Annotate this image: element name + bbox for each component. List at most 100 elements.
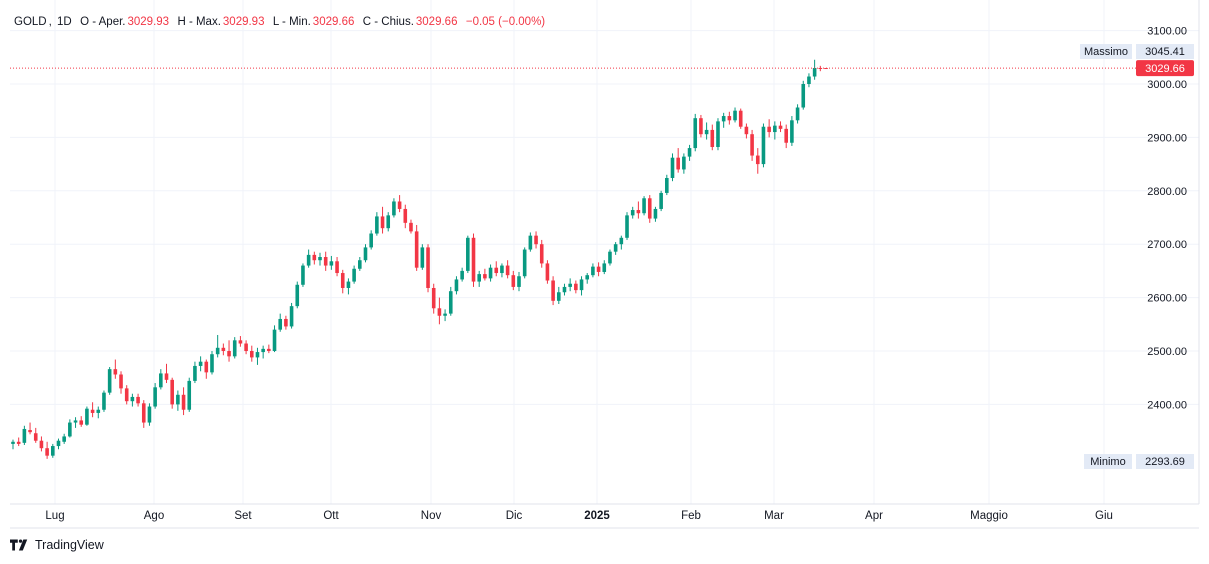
candle [45,441,49,459]
candle-body [738,110,743,127]
candle [676,148,680,173]
last-price-badge: 3029.66 [1136,60,1194,77]
candle-body [420,247,425,268]
candle [670,153,675,182]
candle-body [608,251,612,264]
candle-body [522,249,527,277]
candle [187,377,192,412]
candle [90,402,95,418]
candle-body [539,244,544,264]
candle [130,393,135,407]
candle [619,235,624,250]
high-value: 3029.93 [222,16,265,28]
candle [522,247,527,279]
time-tick-label: Mar [764,510,784,522]
candle-body [596,266,601,272]
candle [642,196,646,216]
candle-body [50,446,55,456]
candle [596,262,601,277]
tradingview-brand[interactable]: TradingView [10,538,104,552]
min-label: Minimo 2293.69 [1084,454,1194,469]
candle-body [147,406,152,423]
candle-body [11,441,15,444]
candle-body [710,129,715,148]
candle [340,269,345,294]
candle-body [267,348,271,351]
max-label-text: Massimo [1084,46,1128,58]
candle-body [62,436,66,442]
candle-body [198,361,203,366]
candle-body [113,369,118,375]
candle [102,390,106,412]
open-value: 3029.93 [127,16,170,28]
candle-body [289,306,294,327]
candle-body [312,254,317,261]
candle-body [306,254,311,266]
candle [579,276,584,296]
candle-body [687,148,692,157]
price-chart[interactable]: 2400.00 2500.00 2600.00 2700.00 2800.00 2900.… [0,0,1209,530]
symbol-name[interactable]: GOLD [14,16,47,28]
candle [329,255,334,270]
candle [528,232,533,252]
candle-body [124,388,129,402]
time-tick-label: Dic [506,510,523,522]
candle [716,118,720,151]
candle-body [790,120,794,143]
candle [193,361,197,384]
candle-body [568,283,572,287]
candle [568,278,572,292]
candle-body [346,281,351,288]
candle-body [403,208,408,223]
close-label: C - Chius. [362,16,414,28]
candle-body [301,265,305,285]
candle [710,124,715,151]
candle [261,345,265,359]
candle [312,251,317,265]
candle [323,251,328,271]
candle-body [284,318,288,327]
candle-body [477,274,481,282]
candle-body [193,365,197,381]
candle [738,108,743,129]
candle-body [676,157,680,170]
candle [665,174,669,196]
candle-body [278,318,283,330]
candle-body [221,347,226,351]
candle-body [545,263,550,281]
candle-body [460,270,464,280]
candle-body [244,343,248,351]
interval[interactable]: 1D [57,16,72,28]
time-tick-label: Feb [681,510,701,522]
candle-body [613,244,618,252]
candle-body [414,231,419,268]
candle-body [727,116,732,121]
candle [73,417,78,428]
close-value: 3029.66 [415,16,458,28]
candle [562,283,567,296]
candle [414,224,419,271]
last-price-value: 3029.66 [1145,63,1185,75]
time-tick-label: Maggio [970,510,1008,522]
candle [545,260,550,284]
candle-body [16,441,21,444]
candle-body [619,237,624,245]
candle [534,231,538,249]
candle-body [136,396,140,404]
candle-body [261,348,265,353]
candle-body [255,352,260,358]
candle-body [437,308,442,316]
candle-body [68,422,72,437]
candle [335,257,339,277]
candle-body [812,67,817,77]
candle-body [693,118,698,149]
candle-body [249,351,254,358]
candle-body [153,387,157,407]
candle-body [380,216,385,229]
candle-body [33,433,38,441]
candle [431,283,436,314]
candle [267,344,271,354]
candle [295,281,300,309]
candle-body [164,373,169,380]
time-tick-label: Giu [1095,510,1113,522]
